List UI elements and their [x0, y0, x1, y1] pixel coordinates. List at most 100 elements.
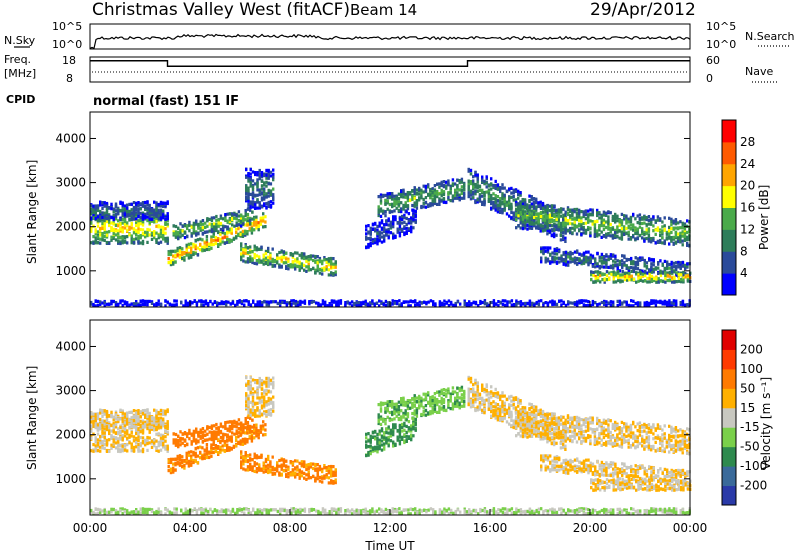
power-cell-2363 — [526, 203, 529, 207]
power-cell-1601 — [391, 194, 394, 198]
velocity-cell-80 — [103, 426, 106, 430]
power-cell-1478 — [263, 187, 266, 191]
power-cell-38 — [96, 219, 100, 223]
velocity-cell-247 — [139, 436, 142, 440]
velocity-cell-394 — [90, 412, 93, 416]
power-cell-1939 — [383, 223, 386, 227]
power-cell-989 — [213, 227, 216, 231]
power-cell-3041 — [625, 216, 628, 220]
power-cell-50 — [99, 226, 102, 231]
power-cell-1227 — [289, 263, 292, 267]
power-cell-4171 — [387, 303, 390, 307]
power-cell-2086 — [472, 192, 475, 196]
power-cell-2244 — [503, 206, 506, 210]
velocity-cell-301 — [150, 445, 154, 449]
power-cell-1883 — [369, 242, 372, 246]
power-cell-1634 — [400, 192, 403, 196]
power-cell-1553 — [377, 208, 380, 212]
power-cell-1860 — [463, 191, 466, 195]
power-cell-2994 — [614, 212, 617, 216]
velocity-cell-189 — [126, 443, 129, 447]
power-cell-590 — [155, 201, 158, 205]
power-cell-2096 — [474, 189, 477, 193]
power-cell-3803 — [650, 277, 654, 282]
power-cell-600 — [157, 216, 160, 221]
power-cell-2619 — [524, 221, 527, 225]
power-cell-1263 — [300, 266, 304, 270]
power-cell-2526 — [555, 233, 558, 237]
power-cell-2893 — [589, 233, 592, 237]
power-cell-1325 — [323, 258, 326, 262]
power-cell-1683 — [413, 201, 416, 205]
freq-left-tick-high: 18 — [62, 54, 76, 67]
power-cell-559 — [144, 207, 147, 211]
power-cell-1054 — [237, 210, 241, 214]
power-cell-379 — [166, 222, 169, 226]
power-cell-3553 — [636, 257, 640, 261]
power-cell-2875 — [584, 213, 588, 217]
power-cell-3455 — [598, 259, 601, 263]
power-cell-3118 — [645, 216, 648, 220]
power-cell-738 — [205, 247, 209, 252]
power-cell-830 — [244, 229, 247, 233]
power-cell-3983 — [200, 303, 203, 307]
power-cell-1746 — [431, 187, 434, 191]
power-cell-560 — [144, 205, 147, 209]
power-cell-3938 — [150, 301, 154, 305]
power-cell-2116 — [476, 197, 479, 201]
power-cell-1285 — [307, 267, 310, 271]
power-cell-819 — [239, 221, 242, 225]
power-cell-4421 — [645, 300, 649, 305]
power-cell-3341 — [555, 260, 559, 264]
power-cell-2218 — [496, 207, 500, 211]
power-cell-1571 — [384, 198, 387, 202]
velocity-cell-56 — [99, 441, 102, 445]
power-cell-3495 — [612, 253, 615, 257]
power-cell-2078 — [469, 193, 473, 197]
power-cell-4252 — [470, 302, 473, 306]
power-cell-3744 — [621, 273, 624, 277]
power-cell-56 — [99, 233, 102, 237]
power-cell-1802 — [445, 200, 448, 204]
power-cell-4366 — [582, 299, 586, 303]
velocity-cell-25 — [94, 449, 97, 453]
power-cell-1257 — [298, 268, 301, 272]
power-cell-3031 — [623, 217, 626, 221]
power-cell-2778 — [562, 213, 565, 217]
power-cell-3471 — [603, 260, 606, 264]
power-cell-3492 — [612, 259, 615, 263]
power-cell-1536 — [272, 168, 275, 172]
power-cell-1203 — [280, 250, 283, 254]
power-cell-3592 — [652, 270, 655, 274]
power-cell-3006 — [616, 234, 619, 238]
power-cell-1784 — [440, 180, 443, 184]
power-cell-3013 — [618, 223, 621, 227]
power-cell-4443 — [663, 299, 667, 303]
power-cell-4114 — [333, 299, 336, 303]
power-cell-119 — [112, 230, 115, 234]
power-cell-3253 — [681, 223, 684, 227]
power-cell-813 — [237, 232, 240, 236]
power-cell-309 — [153, 236, 156, 240]
velocity-cell-317 — [155, 425, 158, 429]
power-cell-4089 — [301, 300, 304, 304]
power-cell-3486 — [609, 253, 613, 257]
power-cell-165 — [121, 214, 124, 218]
power-cell-2570 — [515, 226, 518, 230]
power-cell-3728 — [614, 271, 618, 275]
velocity-cell-241 — [137, 442, 140, 446]
power-cell-1083 — [251, 210, 254, 214]
power-cell-482 — [119, 217, 122, 221]
power-cell-2637 — [528, 214, 531, 218]
power-cell-582 — [150, 209, 154, 213]
power-cell-1088 — [240, 258, 243, 262]
power-cell-1567 — [382, 194, 385, 198]
velocity-cell-125 — [114, 425, 118, 429]
freq-label-line2: [MHz] — [4, 67, 36, 80]
power-cell-4221 — [438, 302, 442, 306]
power-cell-3226 — [674, 236, 678, 240]
power-cell-3174 — [659, 230, 662, 234]
power-cell-3890 — [103, 300, 106, 305]
power-cell-3255 — [681, 243, 684, 247]
power-cell-4160 — [375, 301, 379, 305]
